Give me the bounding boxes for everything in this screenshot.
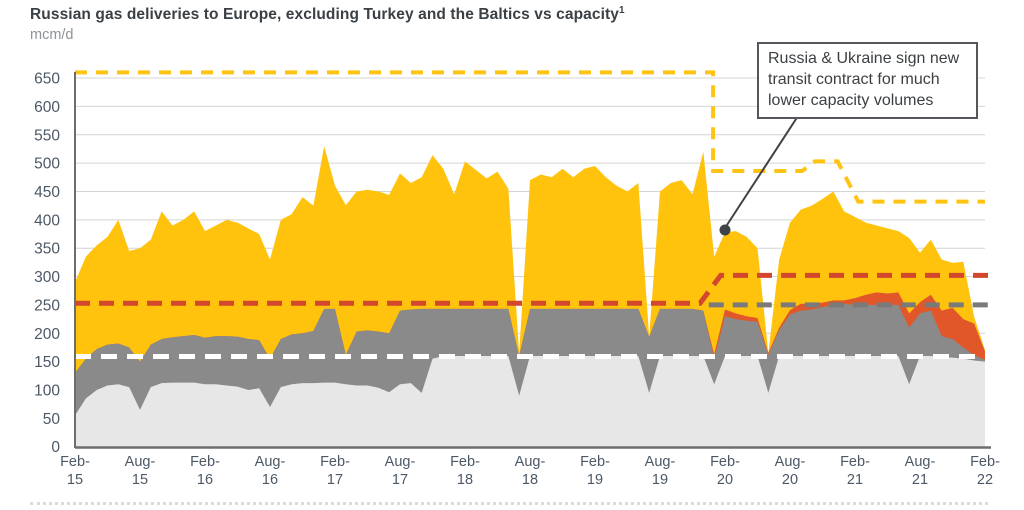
y-axis-tick-label: 350 [34, 241, 60, 258]
y-axis-tick-label: 650 [34, 71, 60, 88]
annotation-box: Russia & Ukraine sign new transit contra… [757, 42, 978, 120]
x-axis-tick-label: Feb-20 [710, 454, 740, 488]
x-axis-tick-label: Feb-22 [970, 454, 1000, 488]
x-axis-tick-label: Aug-20 [775, 454, 806, 488]
y-axis-tick-label: 150 [34, 354, 60, 371]
x-axis-tick-label: Feb-18 [450, 454, 480, 488]
x-axis-tick-label: Feb-16 [190, 454, 220, 488]
x-axis-tick-label: Aug-17 [385, 454, 416, 488]
y-axis-tick-label: 400 [34, 212, 60, 229]
y-axis-tick-label: 500 [34, 156, 60, 173]
chart-unit-label: mcm/d [30, 27, 74, 43]
annotation-text-line: transit contract for much [768, 70, 940, 88]
y-axis-tick-label: 0 [51, 439, 60, 456]
x-axis-tick-label: Feb-19 [580, 454, 610, 488]
red-dashed-capacity-line [75, 272, 994, 306]
annotation-text-line: lower capacity volumes [768, 91, 934, 109]
y-axis-tick-label: 100 [34, 382, 60, 399]
chart-title-text: Russian gas deliveries to Europe, exclud… [30, 6, 619, 24]
y-axis-tick-label: 200 [34, 326, 60, 343]
yellow-dashed-capacity-line [75, 70, 985, 204]
y-axis-tick-label: 300 [34, 269, 60, 286]
annotation-text-line: Russia & Ukraine sign new [768, 50, 960, 67]
y-axis-tick-label: 50 [43, 411, 61, 428]
y-axis-tick-label: 450 [34, 184, 60, 201]
x-axis-tick-label: Aug-18 [515, 454, 546, 488]
y-axis-tick-label: 550 [34, 127, 60, 144]
chart-title-superscript: 1 [618, 5, 625, 16]
y-axis-tick-label: 600 [34, 99, 60, 116]
chart-title: Russian gas deliveries to Europe, exclud… [30, 5, 625, 24]
light-gray-area [75, 355, 985, 447]
x-axis-tick-label: Aug-19 [645, 454, 676, 488]
x-axis-tick-label: Aug-21 [905, 454, 936, 488]
x-axis-tick-label: Aug-16 [255, 454, 286, 488]
x-axis-tick-label: Aug-15 [125, 454, 156, 488]
x-axis-tick-label: Feb-17 [320, 454, 350, 488]
y-axis-tick-label: 250 [34, 297, 60, 314]
x-axis-tick-label: Feb-21 [840, 454, 870, 488]
annotation-connector-line [724, 115, 799, 229]
annotation-marker-dot [719, 224, 731, 236]
x-axis-tick-label: Feb-15 [60, 454, 90, 488]
clipped-footnote-strip [30, 502, 988, 505]
